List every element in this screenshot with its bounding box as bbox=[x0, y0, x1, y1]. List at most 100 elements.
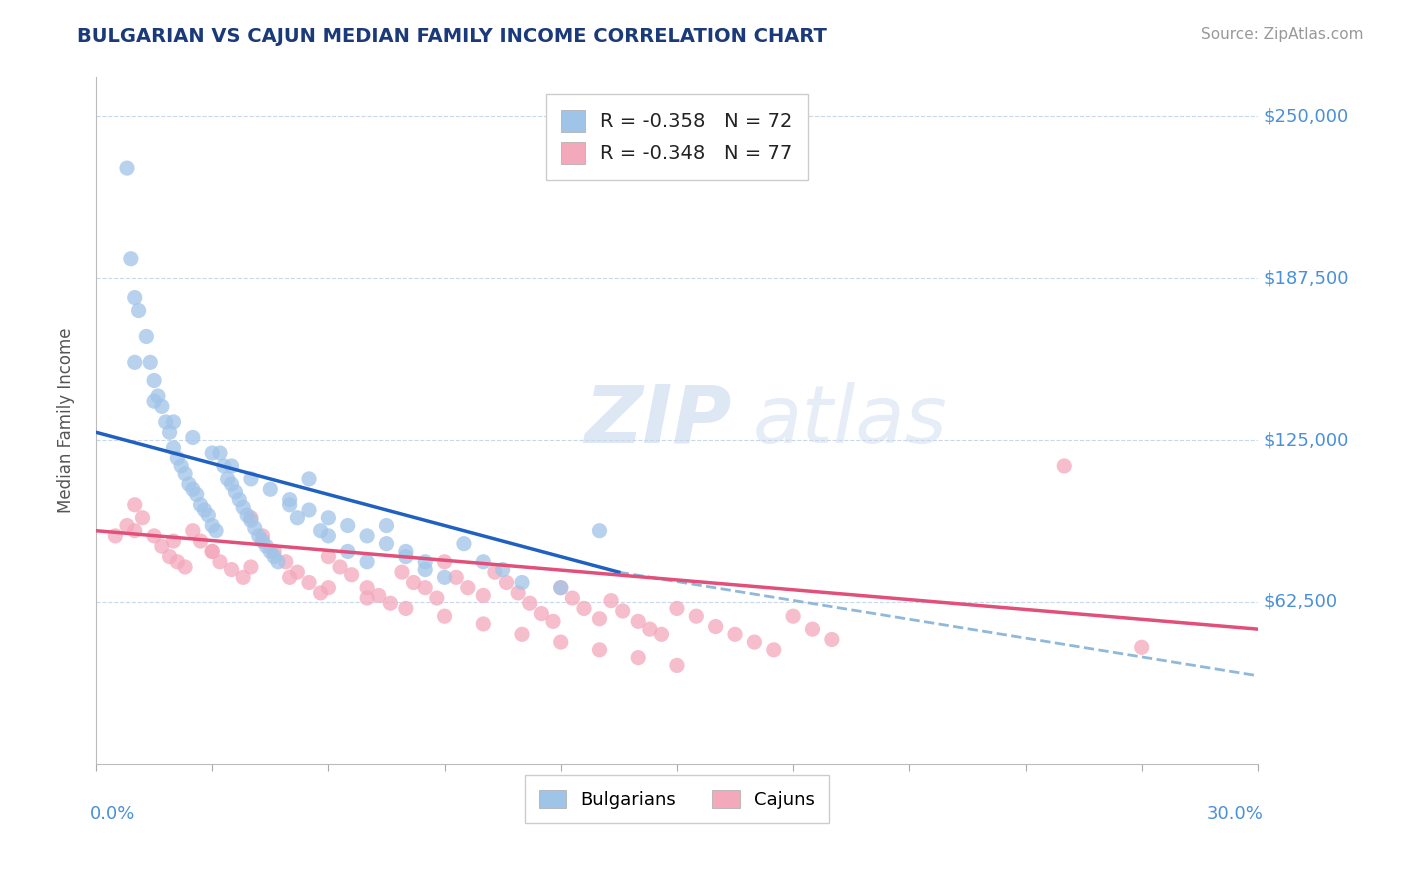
Point bbox=[550, 581, 572, 595]
Point bbox=[356, 555, 378, 569]
Point bbox=[298, 472, 321, 486]
Point bbox=[650, 627, 672, 641]
Point bbox=[508, 586, 530, 600]
Point bbox=[162, 534, 184, 549]
Point bbox=[391, 565, 413, 579]
Point bbox=[433, 555, 456, 569]
Point bbox=[1130, 640, 1153, 655]
Point bbox=[782, 609, 804, 624]
Point bbox=[221, 563, 243, 577]
Point bbox=[278, 492, 301, 507]
Point bbox=[181, 430, 204, 444]
Point bbox=[413, 563, 436, 577]
Point bbox=[665, 601, 688, 615]
Point bbox=[115, 161, 138, 175]
Y-axis label: Median Family Income: Median Family Income bbox=[58, 328, 75, 514]
Point bbox=[239, 472, 262, 486]
Point bbox=[166, 451, 188, 466]
Point bbox=[159, 425, 181, 440]
Point bbox=[252, 534, 274, 549]
Text: 30.0%: 30.0% bbox=[1206, 805, 1264, 823]
Text: Source: ZipAtlas.com: Source: ZipAtlas.com bbox=[1201, 27, 1364, 42]
Point bbox=[174, 560, 197, 574]
Point bbox=[252, 529, 274, 543]
Point bbox=[221, 458, 243, 473]
Point bbox=[340, 567, 363, 582]
Point bbox=[208, 555, 231, 569]
Text: ZIP: ZIP bbox=[583, 382, 731, 459]
Point bbox=[278, 498, 301, 512]
Point bbox=[287, 565, 309, 579]
Point bbox=[588, 524, 610, 538]
Point bbox=[550, 581, 572, 595]
Point bbox=[181, 524, 204, 538]
Point bbox=[221, 477, 243, 491]
Point bbox=[143, 374, 166, 388]
Point bbox=[356, 529, 378, 543]
Point bbox=[472, 589, 495, 603]
Point bbox=[239, 560, 262, 574]
Point bbox=[433, 570, 456, 584]
Point bbox=[318, 549, 340, 564]
Text: $125,000: $125,000 bbox=[1264, 431, 1348, 449]
Point bbox=[356, 581, 378, 595]
Point bbox=[208, 446, 231, 460]
Point bbox=[115, 518, 138, 533]
Point bbox=[704, 619, 727, 633]
Text: $187,500: $187,500 bbox=[1264, 269, 1350, 287]
Point bbox=[146, 389, 169, 403]
Point bbox=[239, 513, 262, 527]
Point bbox=[612, 604, 634, 618]
Point bbox=[287, 510, 309, 524]
Point bbox=[155, 415, 177, 429]
Point bbox=[143, 529, 166, 543]
Point bbox=[309, 586, 332, 600]
Point bbox=[484, 565, 506, 579]
Point bbox=[224, 484, 246, 499]
Point bbox=[190, 534, 212, 549]
Point bbox=[457, 581, 479, 595]
Point bbox=[243, 521, 266, 535]
Point bbox=[162, 415, 184, 429]
Point bbox=[298, 503, 321, 517]
Point bbox=[166, 555, 188, 569]
Point bbox=[139, 355, 162, 369]
Point bbox=[510, 575, 533, 590]
Point bbox=[131, 510, 153, 524]
Point bbox=[336, 544, 359, 558]
Point bbox=[124, 355, 146, 369]
Point bbox=[124, 524, 146, 538]
Point bbox=[550, 635, 572, 649]
Point bbox=[685, 609, 707, 624]
Point bbox=[201, 446, 224, 460]
Point bbox=[205, 524, 228, 538]
Point bbox=[336, 518, 359, 533]
Point bbox=[267, 555, 290, 569]
Point bbox=[135, 329, 157, 343]
Point bbox=[298, 575, 321, 590]
Point bbox=[600, 593, 623, 607]
Point bbox=[170, 458, 193, 473]
Point bbox=[395, 544, 418, 558]
Point bbox=[150, 539, 173, 553]
Point bbox=[263, 549, 285, 564]
Point bbox=[744, 635, 766, 649]
Point bbox=[186, 487, 208, 501]
Point bbox=[104, 529, 127, 543]
Point bbox=[259, 544, 281, 558]
Point bbox=[492, 563, 515, 577]
Point bbox=[228, 492, 250, 507]
Point bbox=[232, 500, 254, 515]
Point bbox=[197, 508, 219, 523]
Point bbox=[375, 536, 398, 550]
Point bbox=[143, 394, 166, 409]
Point bbox=[254, 539, 277, 553]
Point bbox=[274, 555, 297, 569]
Point bbox=[453, 536, 475, 550]
Point bbox=[212, 458, 235, 473]
Point bbox=[150, 400, 173, 414]
Point bbox=[193, 503, 215, 517]
Point bbox=[395, 549, 418, 564]
Point bbox=[247, 529, 270, 543]
Point bbox=[821, 632, 844, 647]
